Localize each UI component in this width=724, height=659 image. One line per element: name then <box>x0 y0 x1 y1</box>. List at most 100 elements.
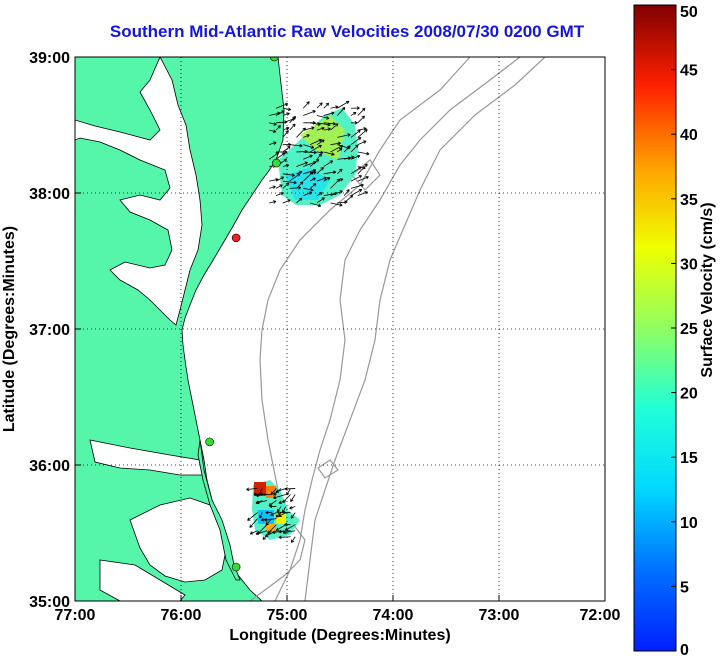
velocity-arrow <box>282 112 290 116</box>
velocity-arrow <box>309 202 322 208</box>
velocity-arrow <box>278 512 287 517</box>
velocity-arrow <box>257 524 268 535</box>
velocity-arrow <box>303 110 316 116</box>
velocity-arrow <box>316 166 324 175</box>
velocity-arrow <box>290 494 296 502</box>
velocity-arrow <box>323 127 331 131</box>
velocity-arrow <box>337 133 351 138</box>
velocity-arrow <box>275 524 287 531</box>
velocity-arrow <box>309 159 320 167</box>
pamlico-sound <box>129 497 227 583</box>
velocity-arrow <box>357 175 369 182</box>
station-marker <box>231 562 241 572</box>
y-tick-label: 36:00 <box>29 458 70 475</box>
velocity-arrow <box>303 144 315 149</box>
velocity-arrow <box>269 129 277 134</box>
velocity-arrow <box>309 144 322 153</box>
velocity-arrow <box>256 500 268 505</box>
velocity-arrow <box>316 126 325 131</box>
velocity-arrow <box>267 524 277 534</box>
velocity-arrow <box>350 137 362 145</box>
velocity-arrow <box>278 535 291 540</box>
velocity-arrow <box>296 170 303 175</box>
x-tick-label: 75:00 <box>267 607 308 624</box>
sound-south <box>99 559 186 601</box>
velocity-arrow <box>284 487 296 491</box>
velocity-arrow <box>296 161 308 167</box>
velocity-arrow <box>249 530 258 535</box>
velocity-arrow <box>270 488 277 495</box>
velocity-arrow <box>323 170 337 175</box>
x-tick-label: 74:00 <box>373 607 414 624</box>
velocity-arrow <box>275 125 281 131</box>
velocity-arrow <box>309 171 317 175</box>
x-axis-label: Longitude (Degrees:Minutes) <box>229 627 450 644</box>
velocity-arrow <box>350 111 357 116</box>
velocity-arrow <box>282 130 289 138</box>
colorbar-tick-label: 25 <box>680 321 698 338</box>
station-marker <box>272 158 281 168</box>
station-markers <box>205 57 281 572</box>
velocity-arrow <box>350 183 364 189</box>
velocity-arrow <box>246 487 258 492</box>
velocity-arrow <box>309 183 317 189</box>
velocity-arrow <box>357 115 365 124</box>
chart-title: Southern Mid-Atlantic Raw Velocities 200… <box>109 22 585 41</box>
velocity-arrow <box>323 177 331 182</box>
velocity-arrow <box>289 173 301 182</box>
velocity-arrow <box>275 488 286 493</box>
x-tick-label: 73:00 <box>479 607 520 624</box>
velocity-arrow <box>337 107 346 116</box>
velocity-arrow <box>357 165 366 170</box>
velocity-arrow <box>275 110 285 116</box>
velocity-arrow <box>337 178 344 182</box>
velocity-arrow <box>303 187 314 192</box>
velocity-arrow <box>265 510 272 515</box>
velocity-arrow <box>316 139 325 146</box>
colorbar-tick-label: 5 <box>680 579 689 596</box>
colorbar-tick-label: 45 <box>680 63 698 80</box>
velocity-arrow <box>269 200 277 204</box>
velocity-arrow <box>316 102 323 109</box>
velocity-arrow <box>296 197 303 204</box>
colorbar-tick-label: 50 <box>680 4 698 21</box>
velocity-arrow <box>273 494 286 500</box>
colorbar-tick-label: 35 <box>680 192 698 209</box>
velocity-arrow <box>275 184 283 189</box>
velocity-arrow <box>323 151 335 156</box>
station-marker <box>231 233 241 243</box>
y-tick-labels: 39:00 38:00 37:00 36:00 35:00 <box>29 50 70 611</box>
velocity-arrow <box>259 512 263 519</box>
velocity-arrow <box>357 140 367 146</box>
velocity-arrow <box>268 500 277 507</box>
velocity-arrow <box>276 150 288 154</box>
velocity-arrow <box>289 143 303 148</box>
velocity-arrow <box>264 530 277 537</box>
velocity-arrow <box>303 154 313 160</box>
velocity-arrow <box>270 512 277 516</box>
velocity-arrow <box>282 163 290 168</box>
velocity-arrow <box>259 492 272 496</box>
velocity-arrow <box>269 141 277 146</box>
velocity-arrow <box>357 191 368 197</box>
x-tick-labels: 77:00 76:00 75:00 74:00 73:00 72:00 <box>55 607 621 624</box>
velocity-arrow <box>268 152 279 160</box>
y-tick-label: 38:00 <box>29 186 70 203</box>
velocity-arrow <box>269 185 276 189</box>
colorbar-tick-label: 10 <box>680 515 698 532</box>
colorbar-tick-label: 0 <box>680 642 689 659</box>
velocity-arrow <box>302 101 310 109</box>
velocity-arrow <box>289 123 296 131</box>
velocity-arrow <box>276 510 291 515</box>
velocity-arrow <box>282 173 295 177</box>
velocity-arrow <box>323 102 330 109</box>
velocity-arrow <box>330 141 341 146</box>
outer-banks <box>197 439 241 581</box>
y-tick-label: 37:00 <box>29 322 70 339</box>
x-tick-label: 76:00 <box>161 607 202 624</box>
velocity-arrow <box>282 107 292 111</box>
colorbar-tick-label: 30 <box>680 256 698 273</box>
velocity-arrow <box>357 151 370 156</box>
velocity-arrow <box>275 102 289 109</box>
velocity-arrow <box>337 168 343 175</box>
